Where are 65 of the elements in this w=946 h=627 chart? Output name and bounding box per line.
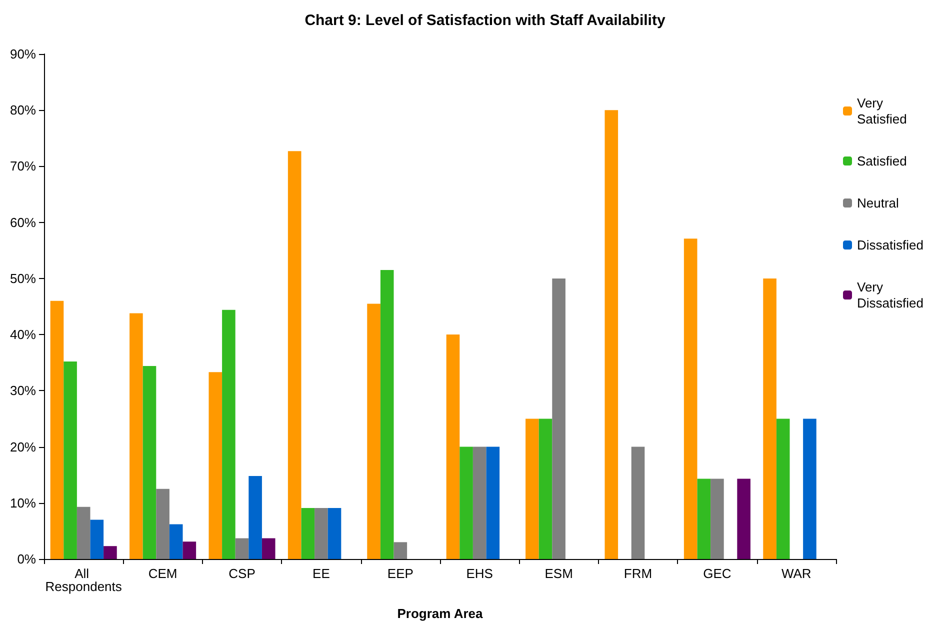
y-tick-label: 80% (10, 102, 36, 118)
bar (446, 334, 460, 559)
y-tick-label: 40% (10, 327, 36, 342)
y-tick-label: 30% (10, 383, 36, 398)
bar (314, 508, 328, 559)
bar (301, 508, 315, 559)
bar (526, 418, 539, 559)
bar (803, 418, 816, 559)
chart-title: Chart 9: Level of Satisfaction with Staff Availability (304, 12, 666, 29)
x-tick-label: GEC (703, 566, 732, 581)
x-tick-label: CEM (148, 566, 178, 581)
bar (208, 372, 222, 559)
bar (235, 538, 249, 559)
bar (262, 538, 276, 559)
legend-label: Satisfied (857, 154, 907, 168)
bar (248, 476, 262, 559)
y-tick-label: 90% (10, 46, 36, 62)
bar (394, 542, 408, 559)
bar (367, 304, 380, 559)
bar (182, 542, 196, 559)
bar (130, 313, 143, 559)
legend-label: Neutral (857, 196, 900, 210)
bar (156, 488, 170, 559)
bar (142, 366, 156, 559)
y-tick-label: 70% (10, 158, 36, 174)
bar (684, 238, 698, 559)
legend-label: Very Satisfied (857, 96, 907, 126)
x-tick-label: EHS (466, 566, 494, 581)
y-tick-label: 20% (10, 439, 36, 454)
bar (328, 508, 342, 559)
bar (538, 418, 552, 559)
y-tick-label: 0% (17, 552, 36, 566)
bar (380, 270, 394, 559)
bar (90, 520, 104, 559)
bar (50, 300, 64, 559)
legend-label: Dissatisfied (857, 238, 924, 252)
bar (486, 446, 500, 559)
x-tick-label: EEP (387, 566, 414, 581)
bar (776, 418, 790, 559)
bar (697, 478, 711, 559)
bar (288, 151, 302, 559)
bar (76, 506, 90, 559)
legend-label: Very Dissatisfied (857, 280, 924, 310)
x-tick-label: All Respondents (45, 566, 122, 594)
bar (169, 524, 183, 559)
bar (710, 478, 724, 559)
bar (460, 446, 473, 559)
bar (737, 478, 750, 559)
x-tick-label: EE (312, 566, 330, 581)
bar (631, 446, 645, 559)
bar (763, 278, 776, 559)
y-tick-label: 10% (10, 495, 36, 510)
bar (552, 278, 566, 559)
y-tick-label: 60% (10, 214, 36, 230)
x-tick-label: WAR (781, 566, 812, 581)
x-tick-label: FRM (624, 566, 652, 581)
x-axis-title: Program Area (397, 606, 484, 621)
bar (64, 361, 77, 559)
y-tick-label: 50% (10, 270, 36, 286)
x-tick-label: ESM (544, 566, 573, 581)
bar (104, 546, 117, 559)
x-tick-label: CSP (228, 566, 256, 581)
bar (604, 110, 618, 559)
bar (472, 446, 486, 559)
bar (222, 310, 236, 559)
